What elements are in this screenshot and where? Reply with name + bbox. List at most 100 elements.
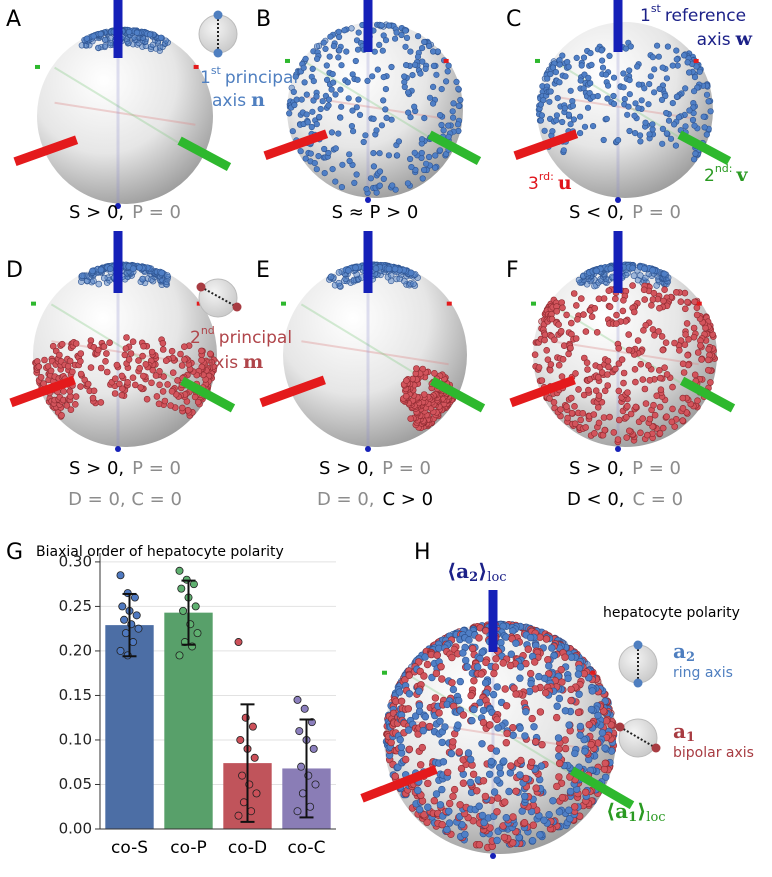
particle: [646, 415, 654, 423]
particle: [473, 787, 481, 795]
caption-part: S ≈ P > 0: [332, 202, 419, 223]
particle: [313, 166, 320, 173]
particle: [302, 55, 309, 63]
particle: [587, 740, 595, 749]
particle: [133, 29, 141, 36]
particle: [456, 801, 464, 809]
data-point: [116, 646, 125, 655]
particle: [605, 363, 612, 371]
caption-part: S > 0,: [69, 458, 124, 479]
particle: [456, 677, 464, 686]
particle: [569, 102, 577, 109]
axis-end: [365, 197, 371, 203]
particle: [436, 717, 444, 725]
particle: [291, 101, 298, 109]
particle: [418, 743, 426, 752]
data-point: [177, 584, 186, 593]
particle: [528, 714, 536, 723]
particle: [77, 350, 85, 357]
particle: [659, 64, 666, 71]
particle: [500, 833, 509, 842]
particle: [494, 794, 502, 802]
y-tick-label: 0.20: [59, 641, 92, 659]
particle: [329, 166, 336, 173]
chart-title: Biaxial order of hepatocyte polarity: [36, 544, 284, 560]
inner-axis: [554, 60, 679, 138]
particle: [156, 381, 163, 389]
particle: [601, 773, 610, 781]
particle: [604, 95, 611, 102]
particle: [421, 653, 429, 661]
particle: [553, 782, 561, 791]
particle: [669, 383, 676, 391]
particle: [528, 836, 537, 845]
symbol: u: [558, 172, 572, 194]
caption-part: P = 0: [132, 458, 181, 479]
particle: [560, 342, 568, 350]
data-point: [121, 629, 130, 638]
particle: [174, 377, 181, 384]
particle: [553, 702, 561, 710]
caption-part: D = 0,: [317, 489, 375, 510]
particle: [649, 54, 657, 61]
particle: [311, 160, 318, 167]
particle: [436, 801, 445, 809]
particle: [403, 34, 411, 42]
particle: [620, 84, 627, 91]
particle: [466, 778, 475, 787]
particle: [574, 670, 583, 678]
particle: [58, 340, 66, 348]
particle: [338, 184, 346, 191]
word: axis: [212, 91, 246, 111]
particle: [335, 279, 343, 287]
particle: [507, 650, 515, 658]
particle: [516, 724, 524, 732]
particle: [454, 721, 462, 729]
particle: [302, 155, 309, 162]
particle: [136, 364, 143, 372]
axis-green: [677, 130, 732, 166]
particle: [443, 825, 451, 834]
particle: [450, 785, 459, 794]
particle: [594, 92, 601, 100]
particle: [638, 97, 645, 104]
particle: [598, 729, 607, 737]
particle: [598, 57, 606, 64]
axis-green: [177, 136, 232, 172]
particle: [503, 729, 511, 738]
particle: [308, 123, 315, 131]
particle: [573, 54, 580, 62]
particle: [355, 96, 362, 103]
particle: [83, 35, 90, 42]
particle: [440, 127, 447, 134]
particle: [355, 29, 362, 36]
particle: [356, 111, 364, 118]
sphere: [263, 0, 482, 203]
particle: [704, 366, 712, 374]
particle: [376, 41, 383, 49]
particle: [479, 706, 488, 715]
particle: [610, 74, 618, 81]
particle: [694, 397, 701, 405]
particle: [547, 361, 555, 368]
particle: [565, 721, 573, 729]
particle: [346, 157, 353, 165]
particle: [538, 112, 546, 119]
inset-bipolar: [196, 278, 242, 318]
particle: [339, 161, 346, 168]
particle: [298, 96, 305, 103]
particle: [548, 644, 556, 652]
particle: [625, 427, 633, 435]
particle: [177, 350, 184, 358]
axis-end: [693, 58, 699, 63]
particle: [380, 175, 387, 182]
particle: [502, 633, 510, 641]
particle: [614, 436, 622, 443]
particle: [561, 105, 568, 112]
particle: [575, 276, 583, 284]
particle: [449, 108, 456, 115]
particle: [41, 356, 48, 364]
particle: [470, 677, 478, 685]
particle: [662, 339, 670, 347]
particle: [582, 424, 590, 431]
